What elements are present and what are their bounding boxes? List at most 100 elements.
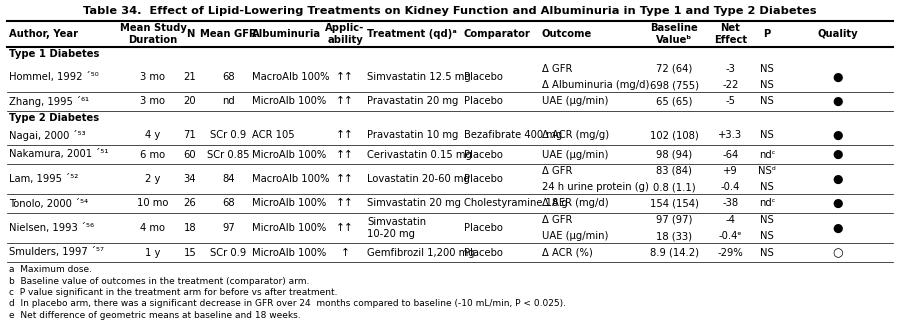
Text: Hommel, 1992 ´⁵⁰: Hommel, 1992 ´⁵⁰: [9, 72, 99, 82]
Text: 3 mo: 3 mo: [140, 97, 166, 107]
Text: NS: NS: [760, 131, 774, 141]
Text: MicroAlb 100%: MicroAlb 100%: [252, 223, 326, 233]
Text: MicroAlb 100%: MicroAlb 100%: [252, 149, 326, 159]
Text: ○: ○: [832, 246, 843, 259]
Text: 18 (33): 18 (33): [656, 231, 692, 241]
Text: 68: 68: [222, 72, 235, 82]
Text: Type 2 Diabetes: Type 2 Diabetes: [9, 113, 99, 123]
Text: 102 (108): 102 (108): [650, 131, 698, 141]
Text: UAE (μg/min): UAE (μg/min): [542, 97, 608, 107]
Text: ●: ●: [832, 197, 843, 210]
Text: Bezafibrate 400 mg: Bezafibrate 400 mg: [464, 131, 562, 141]
Text: Tonolo, 2000 ´⁵⁴: Tonolo, 2000 ´⁵⁴: [9, 199, 88, 209]
Text: Δ Albuminuria (mg/d): Δ Albuminuria (mg/d): [542, 80, 650, 90]
Text: ↑↑: ↑↑: [336, 223, 354, 233]
Text: NS: NS: [760, 182, 774, 192]
Text: ndᶜ: ndᶜ: [759, 149, 775, 159]
Text: Cholestyramine 18 g: Cholestyramine 18 g: [464, 199, 568, 209]
Text: N: N: [185, 29, 194, 39]
Text: NSᵈ: NSᵈ: [758, 166, 776, 176]
Text: Pravastatin 20 mg: Pravastatin 20 mg: [367, 97, 458, 107]
Text: ●: ●: [832, 172, 843, 186]
Text: P: P: [763, 29, 770, 39]
Text: NS: NS: [760, 215, 774, 225]
Text: ●: ●: [832, 148, 843, 161]
Text: 0.8 (1.1): 0.8 (1.1): [652, 182, 696, 192]
Text: -0.4: -0.4: [721, 182, 740, 192]
Text: +3.3: +3.3: [718, 131, 742, 141]
Text: 97: 97: [222, 223, 235, 233]
Text: Type 1 Diabetes: Type 1 Diabetes: [9, 49, 99, 59]
Text: -64: -64: [723, 149, 739, 159]
Text: Cerivastatin 0.15 mg: Cerivastatin 0.15 mg: [367, 149, 472, 159]
Text: Δ ACR (mg/g): Δ ACR (mg/g): [542, 131, 609, 141]
Text: Comparator: Comparator: [464, 29, 531, 39]
Text: 72 (64): 72 (64): [656, 64, 692, 74]
Text: 698 (755): 698 (755): [650, 80, 698, 90]
Text: Nagai, 2000 ´⁵³: Nagai, 2000 ´⁵³: [9, 130, 86, 141]
Text: Pravastatin 10 mg: Pravastatin 10 mg: [367, 131, 458, 141]
Text: 71: 71: [184, 131, 196, 141]
Text: 154 (154): 154 (154): [650, 199, 698, 209]
Text: ●: ●: [832, 222, 843, 235]
Text: 3 mo: 3 mo: [140, 72, 166, 82]
Text: Simvastatin 20 mg: Simvastatin 20 mg: [367, 199, 461, 209]
Text: Zhang, 1995 ´⁶¹: Zhang, 1995 ´⁶¹: [9, 96, 89, 107]
Text: -0.4ᵉ: -0.4ᵉ: [719, 231, 742, 241]
Text: ndᶜ: ndᶜ: [759, 199, 775, 209]
Text: MicroAlb 100%: MicroAlb 100%: [252, 199, 326, 209]
Text: Lovastatin 20-60 mg: Lovastatin 20-60 mg: [367, 174, 470, 184]
Text: Lam, 1995 ´⁵²: Lam, 1995 ´⁵²: [9, 174, 78, 184]
Text: 84: 84: [222, 174, 235, 184]
Text: ↑↑: ↑↑: [336, 199, 354, 209]
Text: 8.9 (14.2): 8.9 (14.2): [650, 248, 698, 258]
Text: Δ AER (mg/d): Δ AER (mg/d): [542, 199, 608, 209]
Text: Δ GFR: Δ GFR: [542, 215, 572, 225]
Text: SCr 0.9: SCr 0.9: [211, 131, 247, 141]
Text: SCr 0.85: SCr 0.85: [207, 149, 250, 159]
Text: ACR 105: ACR 105: [252, 131, 294, 141]
Text: +9: +9: [723, 166, 738, 176]
Text: Nakamura, 2001 ´⁵¹: Nakamura, 2001 ´⁵¹: [9, 149, 108, 159]
Text: NS: NS: [760, 248, 774, 258]
Text: MicroAlb 100%: MicroAlb 100%: [252, 248, 326, 258]
Text: Placebo: Placebo: [464, 97, 503, 107]
Text: 65 (65): 65 (65): [656, 97, 692, 107]
Text: 18: 18: [184, 223, 196, 233]
Text: Applic-
ability: Applic- ability: [326, 23, 365, 45]
Text: Placebo: Placebo: [464, 223, 503, 233]
Text: 10 mo: 10 mo: [138, 199, 168, 209]
Text: Baseline
Valueᵇ: Baseline Valueᵇ: [650, 23, 698, 45]
Text: NS: NS: [760, 64, 774, 74]
Text: Δ GFR: Δ GFR: [542, 166, 572, 176]
Text: 15: 15: [184, 248, 196, 258]
Text: nd: nd: [222, 97, 235, 107]
Text: 26: 26: [184, 199, 196, 209]
Text: c  P value significant in the treatment arm for before vs after treatment.: c P value significant in the treatment a…: [9, 288, 338, 297]
Text: -5: -5: [725, 97, 735, 107]
Text: MicroAlb 100%: MicroAlb 100%: [252, 97, 326, 107]
Text: Simvastatin 12.5 mg: Simvastatin 12.5 mg: [367, 72, 471, 82]
Text: 83 (84): 83 (84): [656, 166, 692, 176]
Text: Placebo: Placebo: [464, 149, 503, 159]
Text: 24 h urine protein (g): 24 h urine protein (g): [542, 182, 649, 192]
Text: ↑↑: ↑↑: [336, 174, 354, 184]
Text: 98 (94): 98 (94): [656, 149, 692, 159]
Text: ↑↑: ↑↑: [336, 72, 354, 82]
Text: 60: 60: [184, 149, 196, 159]
Text: Smulders, 1997 ´⁵⁷: Smulders, 1997 ´⁵⁷: [9, 248, 104, 258]
Text: NS: NS: [760, 97, 774, 107]
Text: Author, Year: Author, Year: [9, 29, 78, 39]
Text: UAE (μg/min): UAE (μg/min): [542, 231, 608, 241]
Text: -38: -38: [723, 199, 739, 209]
Text: 68: 68: [222, 199, 235, 209]
Text: SCr 0.9: SCr 0.9: [211, 248, 247, 258]
Text: Outcome: Outcome: [542, 29, 592, 39]
Text: -4: -4: [725, 215, 735, 225]
Text: -22: -22: [723, 80, 739, 90]
Text: Δ GFR: Δ GFR: [542, 64, 572, 74]
Text: -3: -3: [725, 64, 735, 74]
Text: 34: 34: [184, 174, 196, 184]
Text: a  Maximum dose.: a Maximum dose.: [9, 265, 92, 274]
Text: Quality: Quality: [818, 29, 859, 39]
